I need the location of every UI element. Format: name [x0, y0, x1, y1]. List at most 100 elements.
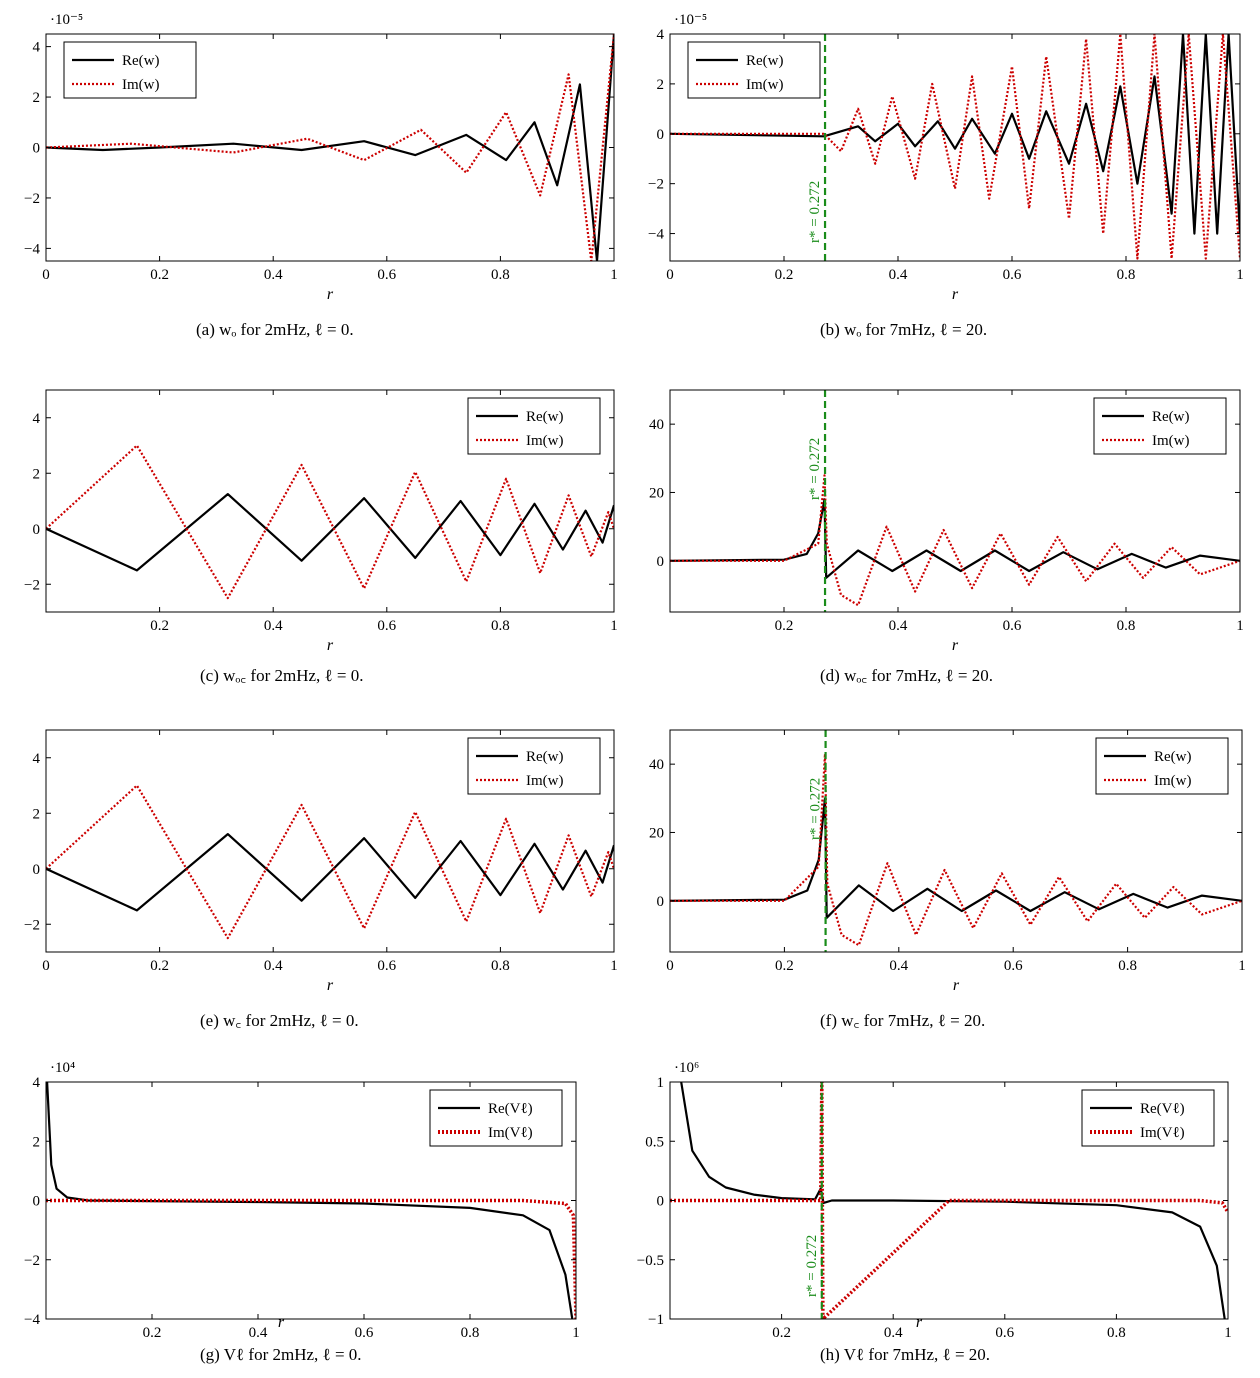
series-line-im: [670, 34, 1240, 260]
series-group: [670, 474, 1240, 607]
series-group: [670, 1082, 1228, 1319]
chart-panel-e: 0 0.2 0.4 0.6 0.8 1 −2 0 2 4 r Re(w) Im(w) (e) w꜀ fo…: [0, 720, 630, 1040]
y-tick-label: −1: [648, 1312, 664, 1328]
y-tick-label: −2: [648, 177, 664, 193]
x-tick-label: 0.6: [377, 958, 396, 974]
x-axis-label: r: [327, 977, 334, 994]
caption-b: (b) wₒ for 7mHz, ℓ = 20.: [820, 320, 988, 339]
caption-h: (h) Vℓ for 7mHz, ℓ = 20.: [820, 1345, 991, 1364]
x-tick-label: 1: [1236, 267, 1244, 283]
x-tick-label: 0.2: [772, 1325, 791, 1341]
legend: Re(w) Im(w): [1093, 397, 1227, 455]
legend-box: [429, 1089, 563, 1147]
x-tick-label: 0.6: [377, 267, 396, 283]
x-tick-label: 0.8: [491, 618, 510, 634]
x-tick-label: 0.2: [775, 618, 794, 634]
legend: Re(Vℓ) Im(Vℓ): [429, 1089, 563, 1147]
chart-c: 0.2 0.4 0.6 0.8 1 −2 0 2 4 r Re(w) Im(w): [24, 389, 618, 654]
x-tick-label: 0.4: [889, 618, 908, 634]
series-line-im: [46, 34, 614, 261]
axis-multiplier-label: ·10⁻⁵: [50, 12, 83, 28]
y-tick-label: 4: [657, 27, 665, 43]
y-tick-label: −2: [24, 1253, 40, 1269]
x-axis-label: r: [916, 1314, 923, 1331]
x-tick-label: 0.2: [143, 1325, 162, 1341]
x-tick-label: 0.8: [1117, 618, 1136, 634]
legend-box: [467, 397, 601, 455]
axis-multiplier-label: ·10⁻⁵: [674, 12, 707, 28]
x-tick-label: 0.6: [1004, 958, 1023, 974]
x-tick-label: 1: [610, 618, 618, 634]
caption-f: (f) w꜀ for 7mHz, ℓ = 20.: [820, 1011, 986, 1030]
x-tick-label: 0.4: [264, 958, 283, 974]
series-line-re: [46, 832, 614, 912]
legend-label-re: Re(w): [122, 53, 160, 69]
x-tick-label: 0.2: [150, 958, 169, 974]
chart-h: r* = 0.272 0.2 0.4 0.6 0.8 1 −1 −0.5 0 0.5 1 r ·10⁶ R…: [637, 1060, 1232, 1341]
y-tick-label: 4: [33, 751, 41, 767]
x-tick-label: 0.8: [1107, 1325, 1126, 1341]
y-tick-label: 40: [649, 757, 664, 773]
y-tick-label: 0.5: [645, 1134, 664, 1150]
y-tick-label: 4: [33, 411, 41, 427]
legend-box: [467, 737, 601, 795]
y-tick-label: −4: [24, 241, 40, 257]
legend-label-im: Im(Vℓ): [488, 1125, 533, 1141]
x-tick-label: 0: [42, 267, 50, 283]
series-line-im: [46, 1198, 576, 1319]
r-star-label: r* = 0.272: [804, 1235, 820, 1297]
y-tick-label: 2: [33, 90, 41, 106]
chart-d: r* = 0.272 0.2 0.4 0.6 0.8 1 0 20 40 r Re(w) Im(w): [649, 389, 1244, 654]
x-tick-label: 1: [1224, 1325, 1232, 1341]
y-tick-label: 0: [657, 894, 665, 910]
chart-panel-a: 0 0.2 0.4 0.6 0.8 1 −4 −2 0 2 4 r ·10⁻⁵ Re(w) Im(w) (a…: [0, 0, 630, 345]
x-tick-label: 0.8: [491, 958, 510, 974]
chart-panel-d: r* = 0.272 0.2 0.4 0.6 0.8 1 0 20 40 r Re(w) Im(w) …: [630, 380, 1260, 700]
x-tick-label: 0: [666, 958, 674, 974]
legend-label-re: Re(Vℓ): [1140, 1101, 1185, 1117]
x-tick-label: 0.6: [377, 618, 396, 634]
legend-label-im: Im(w): [526, 433, 564, 449]
legend-label-re: Re(w): [526, 409, 564, 425]
y-tick-label: −2: [24, 191, 40, 207]
legend: Re(w) Im(w): [467, 397, 601, 455]
legend-label-im: Im(w): [1154, 773, 1192, 789]
plot-frame: [45, 389, 615, 613]
y-tick-label: −2: [24, 577, 40, 593]
plot-frame: [669, 729, 1243, 953]
series-group: [46, 444, 614, 600]
chart-e: 0 0.2 0.4 0.6 0.8 1 −2 0 2 4 r Re(w) Im(w): [24, 729, 618, 994]
y-tick-label: 0: [33, 862, 41, 878]
x-tick-label: 0.4: [884, 1325, 903, 1341]
caption-c: (c) wₒ꜀ for 2mHz, ℓ = 0.: [200, 666, 364, 685]
legend-label-im: Im(w): [122, 77, 160, 93]
x-axis-label: r: [327, 286, 334, 303]
x-tick-label: 0.4: [264, 267, 283, 283]
chart-panel-h: r* = 0.272 0.2 0.4 0.6 0.8 1 −1 −0.5 0 0.5 1 r ·10⁶ R…: [630, 1055, 1260, 1378]
x-tick-label: 0: [42, 958, 50, 974]
plot-frame: [669, 33, 1241, 262]
series-group: [46, 34, 614, 261]
x-axis-label: r: [952, 286, 959, 303]
plot-frame: [669, 389, 1241, 613]
chart-panel-f: r* = 0.272 0 0.2 0.4 0.6 0.8 1 0 20 40 r Re(w) Im(w)…: [630, 720, 1260, 1040]
x-tick-label: 0.4: [889, 267, 908, 283]
y-tick-label: 2: [33, 1134, 41, 1150]
legend: Re(w) Im(w): [63, 41, 197, 99]
legend-box: [1095, 737, 1229, 795]
x-tick-label: 0.8: [461, 1325, 480, 1341]
legend-box: [1081, 1089, 1215, 1147]
x-tick-label: 1: [610, 958, 618, 974]
x-tick-label: 0.2: [150, 267, 169, 283]
y-tick-label: 2: [33, 466, 41, 482]
series-group: [46, 784, 614, 940]
x-tick-label: 0.6: [355, 1325, 374, 1341]
legend: Re(Vℓ) Im(Vℓ): [1081, 1089, 1215, 1147]
x-tick-label: 1: [610, 267, 618, 283]
chart-panel-b: r* = 0.272 0 0.2 0.4 0.6 0.8 1 −4 −2 0 2 4 r ·10⁻⁵ Re(…: [630, 0, 1260, 345]
x-tick-label: 0.6: [1003, 618, 1022, 634]
x-axis-label: r: [278, 1314, 285, 1331]
legend-label-re: Re(Vℓ): [488, 1101, 533, 1117]
x-tick-label: 0.2: [775, 958, 794, 974]
legend-label-re: Re(w): [1152, 409, 1190, 425]
